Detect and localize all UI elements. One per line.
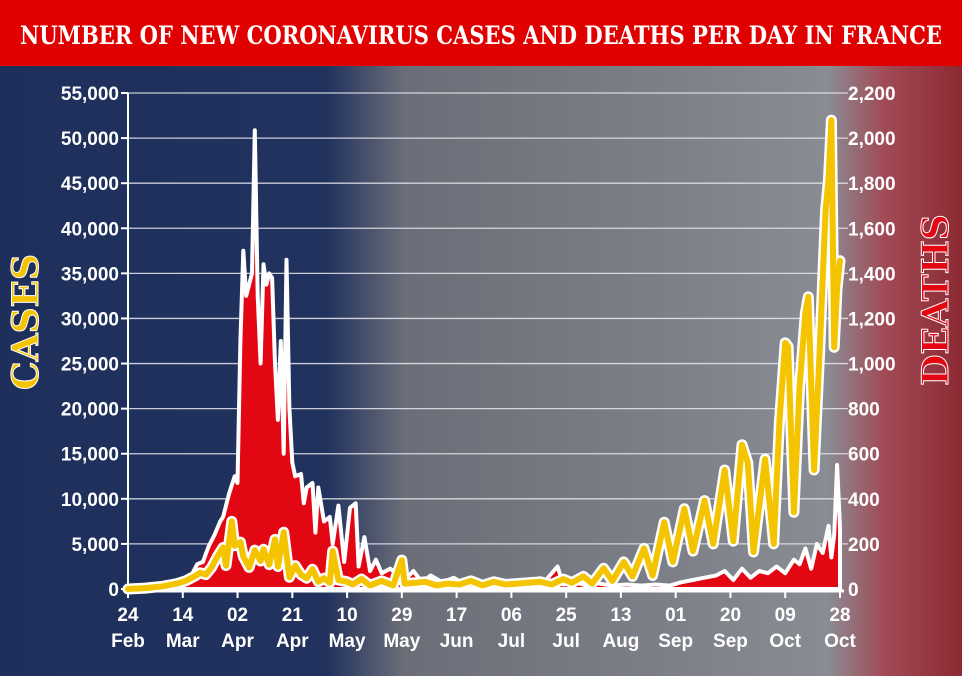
x-tick-label-day: 13 — [610, 605, 631, 626]
y-tick-label-right: 2,200 — [848, 84, 896, 105]
y-tick-label-left: 5,000 — [71, 535, 119, 556]
y-tick-label-left: 30,000 — [61, 309, 119, 330]
y-tick-label-left: 50,000 — [61, 129, 119, 150]
x-tick-label-month: Jul — [498, 631, 525, 652]
x-tick-label-day: 20 — [720, 605, 741, 626]
x-tick-label-day: 21 — [282, 605, 304, 626]
x-tick-label-month: Mar — [166, 631, 200, 652]
x-tick-label-month: Oct — [824, 631, 856, 652]
title-bar — [0, 0, 962, 66]
y-tick-label-right: 1,400 — [848, 264, 896, 285]
x-tick-label-month: Jun — [440, 631, 474, 652]
x-tick-label-month: May — [329, 631, 366, 652]
y-tick-label-left: 20,000 — [61, 400, 119, 421]
x-tick-label-month: Sep — [658, 631, 693, 652]
series-layer — [122, 114, 846, 595]
y-tick-label-left: 0 — [108, 580, 119, 601]
y-tick-label-left: 35,000 — [61, 264, 119, 285]
x-tick-label-month: May — [383, 631, 420, 652]
y-tick-label-left: 15,000 — [61, 445, 119, 466]
x-tick-label-day: 06 — [501, 605, 522, 626]
y-tick-label-left: 45,000 — [61, 174, 119, 195]
y-tick-label-right: 1,000 — [848, 355, 896, 376]
x-tick-label-day: 10 — [337, 605, 358, 626]
y-tick-label-right: 0 — [848, 580, 859, 601]
x-tick-label-month: Apr — [221, 631, 254, 652]
y-tick-label-left: 40,000 — [61, 219, 119, 240]
y-tick-label-right: 1,600 — [848, 219, 896, 240]
deaths-area — [126, 128, 842, 591]
x-tick-label-day: 29 — [391, 605, 412, 626]
y-tick-label-right: 400 — [848, 490, 880, 511]
y-axis-right: 0 200 400 600 800 1,000 1,200 1,400 1,600 1,800 2,… — [848, 84, 896, 601]
y-tick-label-right: 800 — [848, 400, 880, 421]
y-tick-label-right: 1,800 — [848, 174, 896, 195]
x-tick-label-day: 09 — [775, 605, 796, 626]
x-tick-label-month: Jul — [552, 631, 579, 652]
y-tick-label-left: 25,000 — [61, 355, 119, 376]
x-tick-label-day: 28 — [829, 605, 850, 626]
x-tick-label-month: Feb — [111, 631, 145, 652]
x-tick-label-day: 25 — [556, 605, 578, 626]
y-tick-label-right: 200 — [848, 535, 880, 556]
y-tick-label-right: 2,000 — [848, 129, 896, 150]
cases-line — [125, 117, 843, 592]
x-tick-label-day: 14 — [172, 605, 194, 626]
x-tick-label-day: 17 — [446, 605, 467, 626]
x-tick-label-day: 02 — [227, 605, 248, 626]
y-axis-left: 0 5,000 10,000 15,000 20,000 25,000 30,000 35,0… — [61, 84, 129, 601]
y-tick-label-right: 600 — [848, 445, 880, 466]
x-tick-label-day: 24 — [117, 605, 139, 626]
y-tick-label-left: 10,000 — [61, 490, 119, 511]
y-tick-label-left: 55,000 — [61, 84, 119, 105]
x-tick-label-month: Oct — [769, 631, 801, 652]
y-label-left: CASES — [5, 254, 47, 390]
y-tick-label-right: 1,200 — [848, 309, 896, 330]
y-label-right: DEATHS — [915, 214, 957, 385]
chart-title: NUMBER OF NEW CORONAVIRUS CASES AND DEAT… — [20, 21, 942, 50]
x-tick-label-month: Apr — [276, 631, 309, 652]
x-tick-label-month: Aug — [602, 631, 639, 652]
x-tick-label-day: 01 — [665, 605, 687, 626]
x-tick-label-month: Sep — [713, 631, 748, 652]
